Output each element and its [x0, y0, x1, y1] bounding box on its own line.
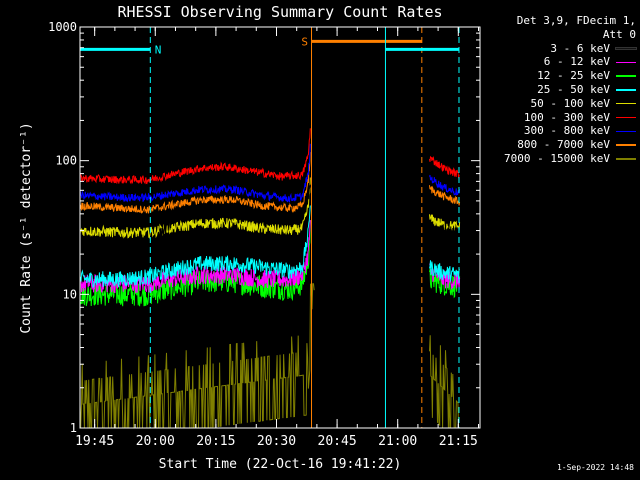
legend-item: 100 - 300 keV — [484, 111, 636, 125]
x-axis-label: Start Time (22-Oct-16 19:41:22) — [159, 457, 402, 472]
series-line-6-12-kev — [79, 220, 311, 294]
series-line-25-50-kev-late — [429, 260, 461, 282]
series-line-50-100-kev — [79, 177, 311, 239]
legend-item-label: 25 - 50 keV — [537, 82, 610, 96]
legend-item: 6 - 12 keV — [484, 55, 636, 69]
series-line-300-800-kev-late — [429, 174, 461, 196]
series-line-100-300-kev-late — [429, 155, 460, 179]
series-line-100-300-kev — [79, 128, 311, 185]
x-tick-label: 20:00 — [136, 434, 175, 449]
legend-item-label: 800 - 7000 keV — [517, 138, 610, 152]
legend-swatch — [616, 61, 636, 64]
legend-item: 25 - 50 keV — [484, 83, 636, 97]
annotation-label-s: S — [301, 35, 308, 48]
legend-item-label: 300 - 800 keV — [523, 124, 610, 138]
legend-swatch — [616, 89, 636, 91]
series-line-300-800-kev — [79, 143, 311, 203]
series-line-7000-15000-kev-late — [429, 335, 460, 429]
legend-swatch — [616, 158, 636, 160]
legend-swatch — [616, 102, 636, 105]
legend-header-line-2: Att 0 — [602, 27, 636, 41]
y-tick-label: 1000 — [48, 20, 77, 34]
series-layer — [79, 128, 461, 429]
legend-item: 12 - 25 keV — [484, 69, 636, 83]
series-line-800-7000-kev — [79, 152, 311, 214]
legend-swatch — [616, 144, 636, 146]
legend-item-label: 7000 - 15000 keV — [504, 151, 610, 165]
y-tick-label: 10 — [63, 287, 77, 301]
legend-item: 300 - 800 keV — [484, 124, 636, 138]
series-line-800-7000-kev-late — [429, 185, 461, 206]
legend-item: 3 - 6 keV — [484, 41, 637, 56]
legend-item: 50 - 100 keV — [484, 97, 636, 111]
x-tick-label: 20:30 — [257, 434, 296, 449]
x-tick-label: 19:45 — [75, 434, 114, 449]
legend-swatch — [616, 75, 636, 77]
y-tick-label: 1 — [70, 421, 77, 435]
axis-layer: 1 10 100 1000 19:45 20:00 20:15 20:30 20:45 21:00… — [48, 20, 480, 449]
legend-item-label: 50 - 100 keV — [530, 96, 610, 110]
legend-item: 7000 - 15000 keV — [484, 152, 636, 166]
series-line-3-6-kev-late — [429, 223, 461, 242]
plot-frame — [79, 26, 481, 429]
x-tick-label: 20:15 — [196, 434, 235, 449]
legend: Det 3,9, FDecim 1, Att 0 3 - 6 keV 6 - 12… — [484, 14, 637, 166]
x-tick-label: 21:00 — [378, 434, 417, 449]
legend-rows: 3 - 6 keV 6 - 12 keV 12 - 25 keV 25 - 50 ke… — [484, 41, 637, 166]
series-line-12-25-kev-late — [429, 269, 461, 299]
x-tick-label: 21:15 — [439, 434, 478, 449]
series-line-7000-15000-kev — [79, 283, 315, 429]
legend-swatch — [615, 46, 637, 50]
legend-item-label: 3 - 6 keV — [550, 41, 610, 55]
chart-title: RHESSI Observing Summary Count Rates — [117, 3, 442, 21]
series-line-25-50-kev — [79, 205, 311, 288]
legend-item-label: 6 - 12 keV — [543, 55, 610, 69]
legend-header-line-1: Det 3,9, FDecim 1, — [516, 14, 636, 27]
timestamp: 1-Sep-2022 14:48 — [556, 463, 634, 472]
series-line-3-6-kev — [79, 184, 311, 265]
y-tick-label: 100 — [55, 154, 77, 168]
legend-item-label: 12 - 25 keV — [537, 69, 610, 83]
legend-swatch — [616, 116, 636, 119]
legend-item: 800 - 7000 keV — [484, 138, 636, 152]
annotation-label-n: N — [155, 43, 162, 56]
legend-item-label: 100 - 300 keV — [523, 110, 610, 124]
y-axis-label: Count Rate (s⁻¹ detector⁻¹) — [19, 122, 34, 333]
legend-swatch — [616, 130, 636, 133]
x-tick-label: 20:45 — [318, 434, 357, 449]
